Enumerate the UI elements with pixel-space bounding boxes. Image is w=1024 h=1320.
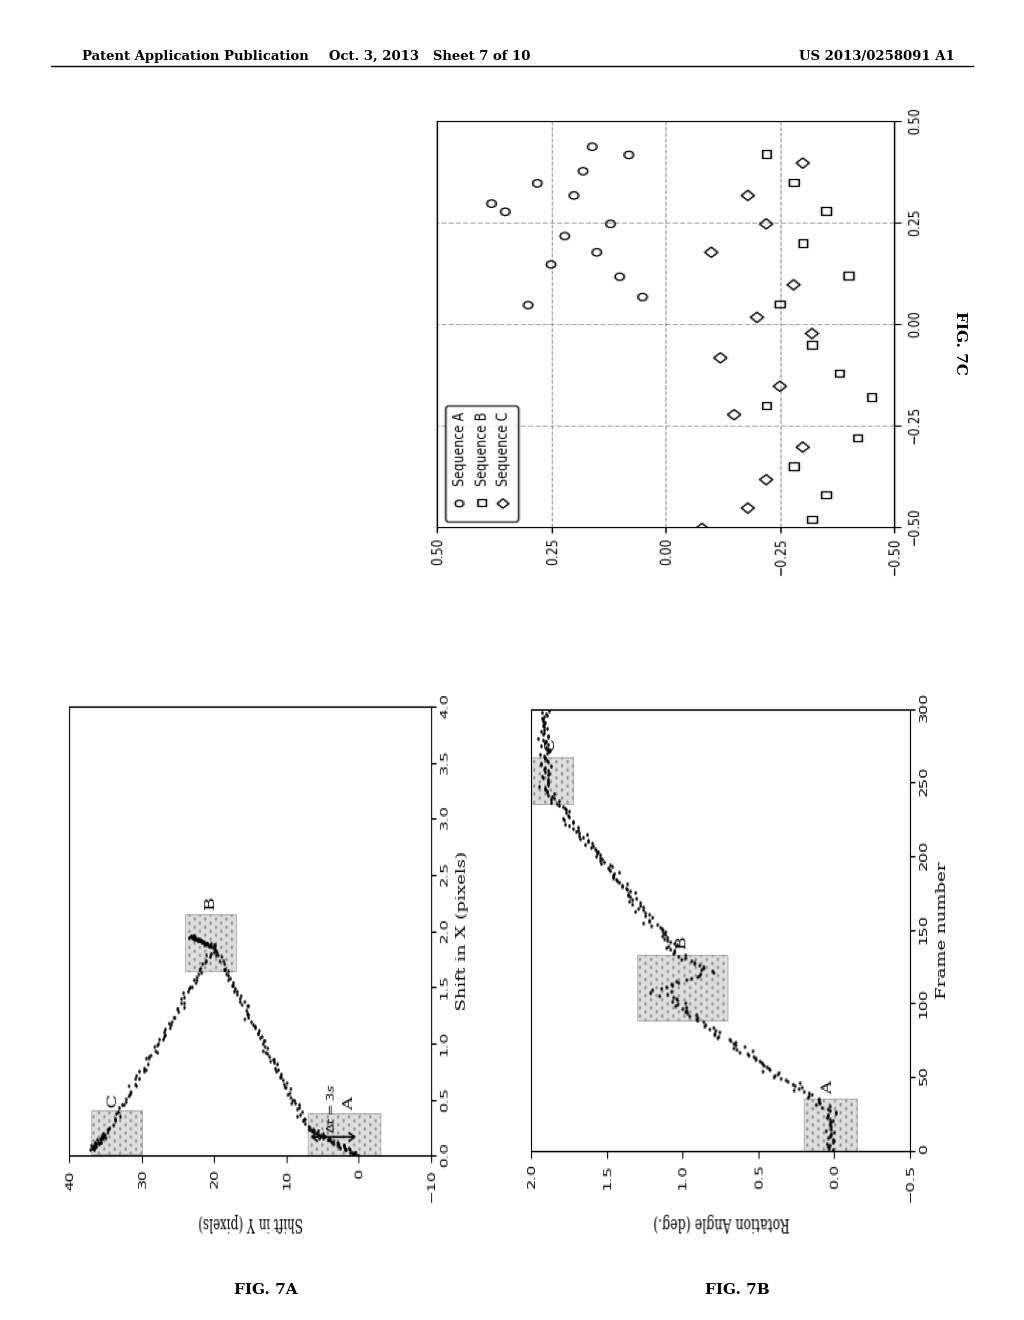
Text: Oct. 3, 2013   Sheet 7 of 10: Oct. 3, 2013 Sheet 7 of 10 <box>330 50 530 63</box>
Text: FIG. 7A: FIG. 7A <box>234 1283 298 1298</box>
Text: Patent Application Publication: Patent Application Publication <box>82 50 308 63</box>
Text: FIG. 7B: FIG. 7B <box>705 1283 770 1298</box>
Text: US 2013/0258091 A1: US 2013/0258091 A1 <box>799 50 954 63</box>
Text: FIG. 7C: FIG. 7C <box>952 312 967 375</box>
